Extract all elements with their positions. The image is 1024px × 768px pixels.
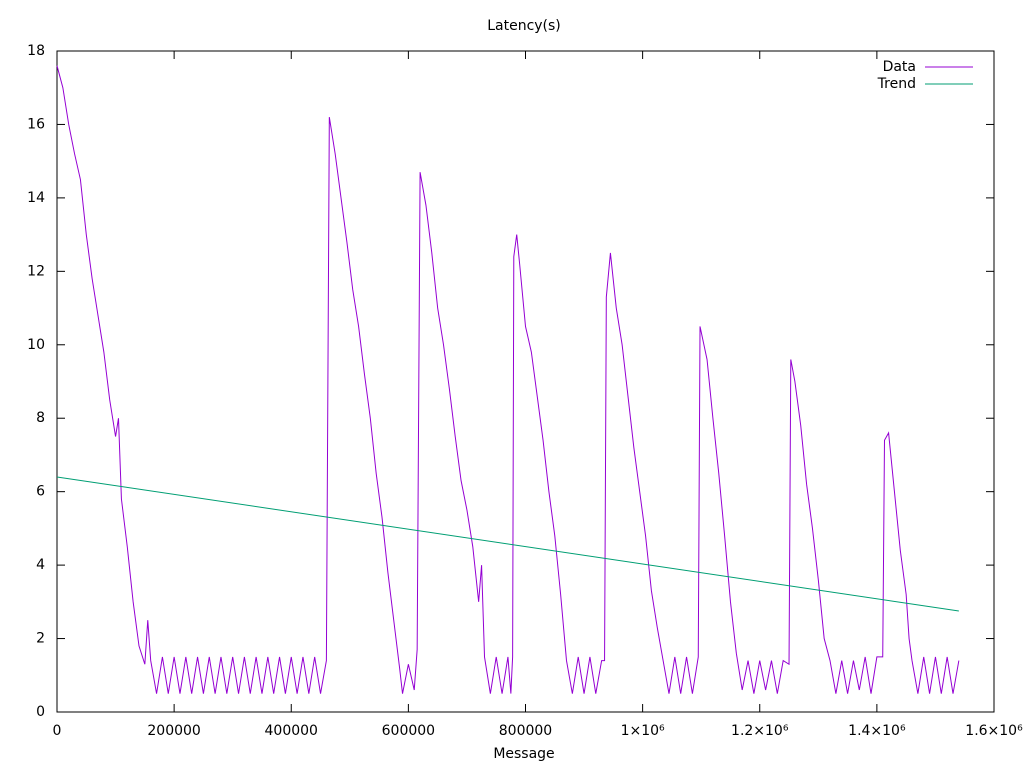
- data-line: [56, 476, 959, 612]
- y-tick-label: 4: [36, 557, 45, 573]
- y-tick-label: 14: [27, 190, 45, 206]
- chart-title: Latency(s): [487, 18, 561, 34]
- data-line: [56, 65, 960, 694]
- x-tick-label: 1.6×10⁶: [965, 723, 1023, 739]
- x-tick-label: 600000: [382, 723, 435, 739]
- y-tick-label: 2: [36, 631, 45, 647]
- x-tick-label: 1.4×10⁶: [848, 723, 906, 739]
- x-tick-label: 1×10⁶: [621, 723, 665, 739]
- x-axis-label: Message: [493, 746, 554, 762]
- y-tick-label: 18: [27, 43, 45, 59]
- x-tick-label: 0: [53, 723, 62, 739]
- x-tick-label: 400000: [265, 723, 318, 739]
- y-tick-label: 0: [36, 704, 45, 720]
- x-tick-label: 1.2×10⁶: [731, 723, 789, 739]
- y-tick-label: 8: [36, 410, 45, 426]
- y-tick-label: 10: [27, 337, 45, 353]
- x-tick-label: 800000: [499, 723, 552, 739]
- y-tick-label: 12: [27, 263, 45, 279]
- y-tick-label: 6: [36, 484, 45, 500]
- legend-label: Data: [883, 59, 916, 75]
- legend-label: Trend: [877, 76, 916, 92]
- plot-border: [56, 50, 995, 713]
- x-tick-label: 200000: [147, 723, 200, 739]
- y-tick-label: 16: [27, 116, 45, 132]
